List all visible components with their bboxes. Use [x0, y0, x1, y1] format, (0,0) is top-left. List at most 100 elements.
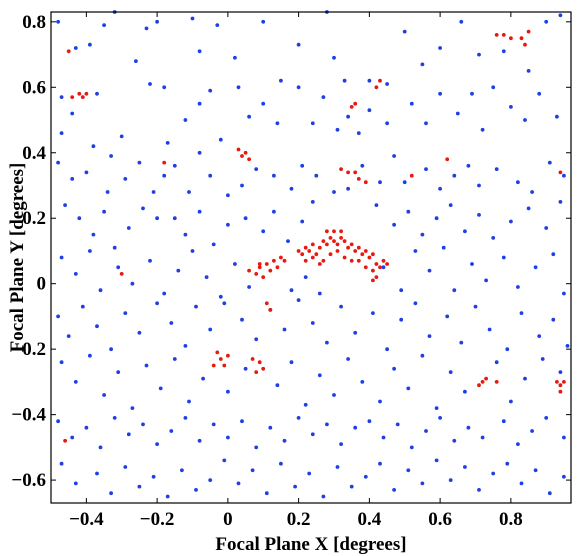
data-point-series-1	[236, 147, 241, 152]
data-point-series-0	[226, 193, 230, 198]
data-point-series-1	[519, 36, 524, 41]
data-point-series-0	[325, 340, 329, 345]
data-point-series-0	[540, 357, 545, 361]
data-point-series-0	[434, 216, 439, 221]
data-point-series-0	[137, 330, 142, 335]
data-point-series-1	[268, 268, 273, 273]
data-point-series-0	[247, 285, 252, 289]
data-point-series-0	[148, 82, 152, 86]
data-point-series-1	[353, 249, 358, 253]
x-tick-label: 0.8	[499, 509, 523, 530]
data-point-series-0	[296, 298, 301, 302]
data-point-series-1	[77, 91, 82, 96]
data-point-series-0	[342, 78, 347, 83]
data-point-series-1	[374, 85, 379, 90]
data-point-series-1	[371, 278, 375, 283]
data-point-series-0	[204, 275, 209, 279]
data-point-series-0	[59, 255, 64, 260]
data-point-series-0	[427, 334, 432, 338]
data-point-series-0	[335, 127, 340, 132]
data-point-series-0	[459, 340, 464, 345]
data-point-series-0	[339, 442, 343, 446]
data-point-series-1	[342, 255, 347, 260]
data-point-series-0	[378, 399, 382, 404]
data-point-series-0	[208, 88, 213, 93]
data-point-series-0	[148, 258, 152, 263]
data-point-series-1	[356, 177, 361, 181]
data-point-series-0	[424, 121, 428, 126]
data-point-series-0	[296, 42, 301, 47]
data-point-series-0	[59, 131, 64, 136]
data-point-series-0	[424, 429, 428, 433]
data-point-series-0	[123, 465, 128, 469]
x-axis-title: Focal Plane X [degrees]	[215, 534, 406, 555]
data-point-series-1	[484, 376, 488, 381]
data-point-series-1	[264, 262, 269, 266]
data-point-series-1	[409, 173, 414, 178]
data-point-series-0	[296, 416, 301, 420]
data-point-series-0	[470, 262, 474, 266]
data-point-series-0	[275, 383, 280, 388]
data-point-series-1	[264, 301, 269, 306]
data-point-series-0	[332, 55, 336, 60]
data-point-series-0	[392, 488, 396, 492]
data-point-series-0	[346, 357, 350, 361]
data-point-series-1	[321, 258, 326, 263]
data-point-series-0	[409, 445, 414, 450]
data-point-series-0	[77, 216, 82, 221]
data-point-series-0	[98, 288, 103, 293]
data-point-series-0	[197, 150, 202, 155]
data-point-series-0	[98, 445, 103, 450]
data-point-series-0	[286, 239, 290, 244]
data-point-series-0	[516, 442, 520, 446]
data-point-series-0	[155, 442, 160, 446]
data-point-series-0	[363, 474, 368, 479]
data-point-series-0	[310, 200, 315, 204]
data-point-series-0	[526, 206, 531, 211]
data-point-series-0	[180, 468, 184, 473]
data-point-series-0	[289, 360, 294, 365]
data-point-series-0	[317, 373, 322, 378]
data-point-series-0	[293, 484, 297, 489]
data-point-series-0	[501, 49, 506, 54]
data-point-series-0	[56, 314, 60, 319]
data-point-series-1	[501, 33, 506, 37]
data-point-series-0	[477, 52, 481, 57]
y-tick-label: −0.2	[11, 339, 46, 360]
data-point-series-0	[360, 163, 365, 168]
data-point-series-0	[222, 458, 227, 463]
data-point-series-0	[300, 219, 305, 224]
data-point-series-0	[240, 183, 244, 188]
data-point-series-0	[222, 301, 227, 306]
data-point-series-1	[254, 370, 259, 374]
data-point-series-1	[317, 245, 322, 250]
data-point-series-1	[282, 258, 287, 263]
data-point-series-0	[102, 23, 106, 27]
data-point-series-0	[494, 360, 499, 365]
data-point-series-0	[367, 78, 372, 83]
data-point-series-0	[346, 114, 350, 119]
data-point-series-0	[533, 265, 538, 270]
data-point-series-0	[208, 478, 213, 482]
data-point-series-0	[530, 429, 534, 433]
y-tick-label: −0.4	[11, 405, 46, 426]
data-point-series-0	[197, 49, 202, 54]
data-point-series-0	[254, 167, 259, 172]
data-point-series-0	[88, 42, 92, 47]
data-point-series-0	[399, 288, 404, 293]
data-point-series-0	[183, 344, 188, 348]
data-point-series-1	[247, 268, 252, 273]
data-point-series-0	[509, 219, 513, 224]
data-point-series-0	[555, 114, 559, 119]
data-point-series-0	[378, 180, 382, 185]
data-point-series-1	[119, 272, 124, 276]
data-point-series-1	[381, 258, 386, 263]
data-point-series-0	[494, 167, 499, 172]
data-point-series-0	[172, 216, 177, 221]
data-point-series-1	[211, 363, 216, 368]
data-point-series-0	[211, 242, 216, 247]
data-point-series-0	[477, 183, 481, 188]
data-point-series-0	[197, 209, 202, 214]
data-point-series-0	[544, 19, 549, 24]
